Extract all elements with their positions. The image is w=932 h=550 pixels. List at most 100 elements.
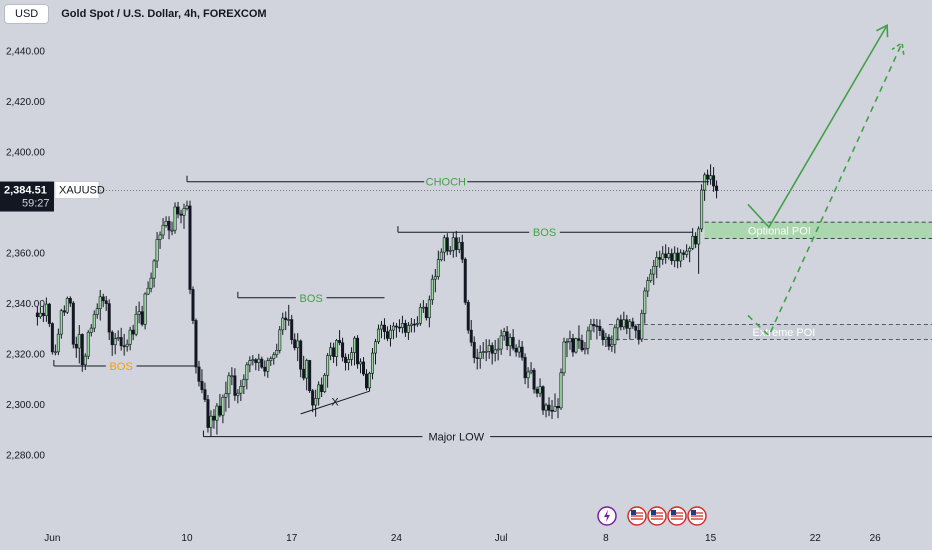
candle[interactable] [44,303,48,317]
candle[interactable] [712,175,716,187]
candle[interactable] [287,319,291,321]
candle[interactable] [185,205,189,209]
candle[interactable] [215,405,219,421]
candle[interactable] [715,185,719,191]
candle[interactable] [691,235,695,249]
candle[interactable] [263,366,267,372]
candle[interactable] [101,296,105,302]
candle[interactable] [457,241,461,250]
candle[interactable] [625,319,629,329]
candle[interactable] [305,360,309,379]
candle[interactable] [472,341,476,358]
candle[interactable] [56,333,60,353]
candle[interactable] [68,298,72,304]
candle[interactable] [308,360,312,391]
candle[interactable] [203,389,207,400]
candle[interactable] [556,406,560,409]
candle[interactable] [580,340,584,351]
candle[interactable] [347,359,351,363]
candle[interactable] [98,296,102,309]
candle[interactable] [233,375,237,396]
candle[interactable] [544,404,548,411]
candle[interactable] [266,360,270,372]
candle[interactable] [619,319,623,328]
candle[interactable] [685,250,689,255]
candle[interactable] [335,340,339,357]
candle[interactable] [149,277,153,289]
candle[interactable] [206,399,210,428]
candle[interactable] [65,298,69,313]
candle[interactable] [385,331,389,339]
candle[interactable] [499,335,503,350]
candle[interactable] [613,327,617,345]
candle[interactable] [89,327,93,333]
candle[interactable] [511,337,515,349]
candle[interactable] [391,325,395,331]
candle[interactable] [71,302,75,345]
candle[interactable] [95,308,99,315]
candle[interactable] [179,213,183,216]
candle[interactable] [445,237,449,252]
candle[interactable] [242,379,246,387]
candle[interactable] [622,319,626,328]
candle[interactable] [329,347,333,356]
candle[interactable] [514,347,518,353]
candle[interactable] [200,381,204,390]
candle[interactable] [706,174,710,180]
candle[interactable] [164,221,168,226]
candle[interactable] [493,349,497,354]
candle[interactable] [562,341,566,374]
candle[interactable] [80,334,84,365]
candle[interactable] [152,260,156,279]
candle[interactable] [218,405,222,416]
candle[interactable] [436,259,440,277]
candle[interactable] [35,312,39,318]
candle[interactable] [406,325,410,333]
candle[interactable] [394,325,398,328]
candle[interactable] [679,252,683,262]
candle[interactable] [362,361,366,375]
candle[interactable] [412,323,416,326]
candle[interactable] [595,325,599,328]
candle[interactable] [77,334,81,349]
candle[interactable] [293,339,297,349]
candle[interactable] [284,317,288,321]
candle[interactable] [634,326,638,331]
candle[interactable] [332,347,336,357]
candle[interactable] [466,302,470,331]
candle[interactable] [427,299,431,319]
candle[interactable] [469,329,473,343]
currency-button[interactable]: USD [4,4,50,24]
candle[interactable] [209,415,213,428]
candle[interactable] [496,348,500,351]
candle[interactable] [586,330,590,349]
candle[interactable] [646,280,650,292]
candle[interactable] [505,331,509,347]
candle[interactable] [341,342,345,358]
candle[interactable] [565,341,569,344]
candle[interactable] [664,253,668,258]
candle[interactable] [481,351,485,353]
candle[interactable] [526,371,530,379]
candle[interactable] [86,332,90,357]
candle[interactable] [676,252,680,262]
candle[interactable] [373,341,377,354]
candle[interactable] [532,369,536,390]
candle[interactable] [275,350,279,355]
candle[interactable] [197,366,201,382]
candle[interactable] [167,221,171,231]
candle[interactable] [116,337,120,339]
candle[interactable] [403,322,407,333]
candle[interactable] [323,374,327,392]
candle[interactable] [344,356,348,363]
candle[interactable] [661,253,665,260]
candle[interactable] [119,337,123,347]
candle[interactable] [359,361,363,365]
candle[interactable] [484,351,488,353]
candle[interactable] [433,276,437,280]
candle[interactable] [278,329,282,351]
candle[interactable] [379,324,383,330]
candle[interactable] [368,372,372,389]
candle[interactable] [47,303,51,324]
candle[interactable] [376,328,380,343]
